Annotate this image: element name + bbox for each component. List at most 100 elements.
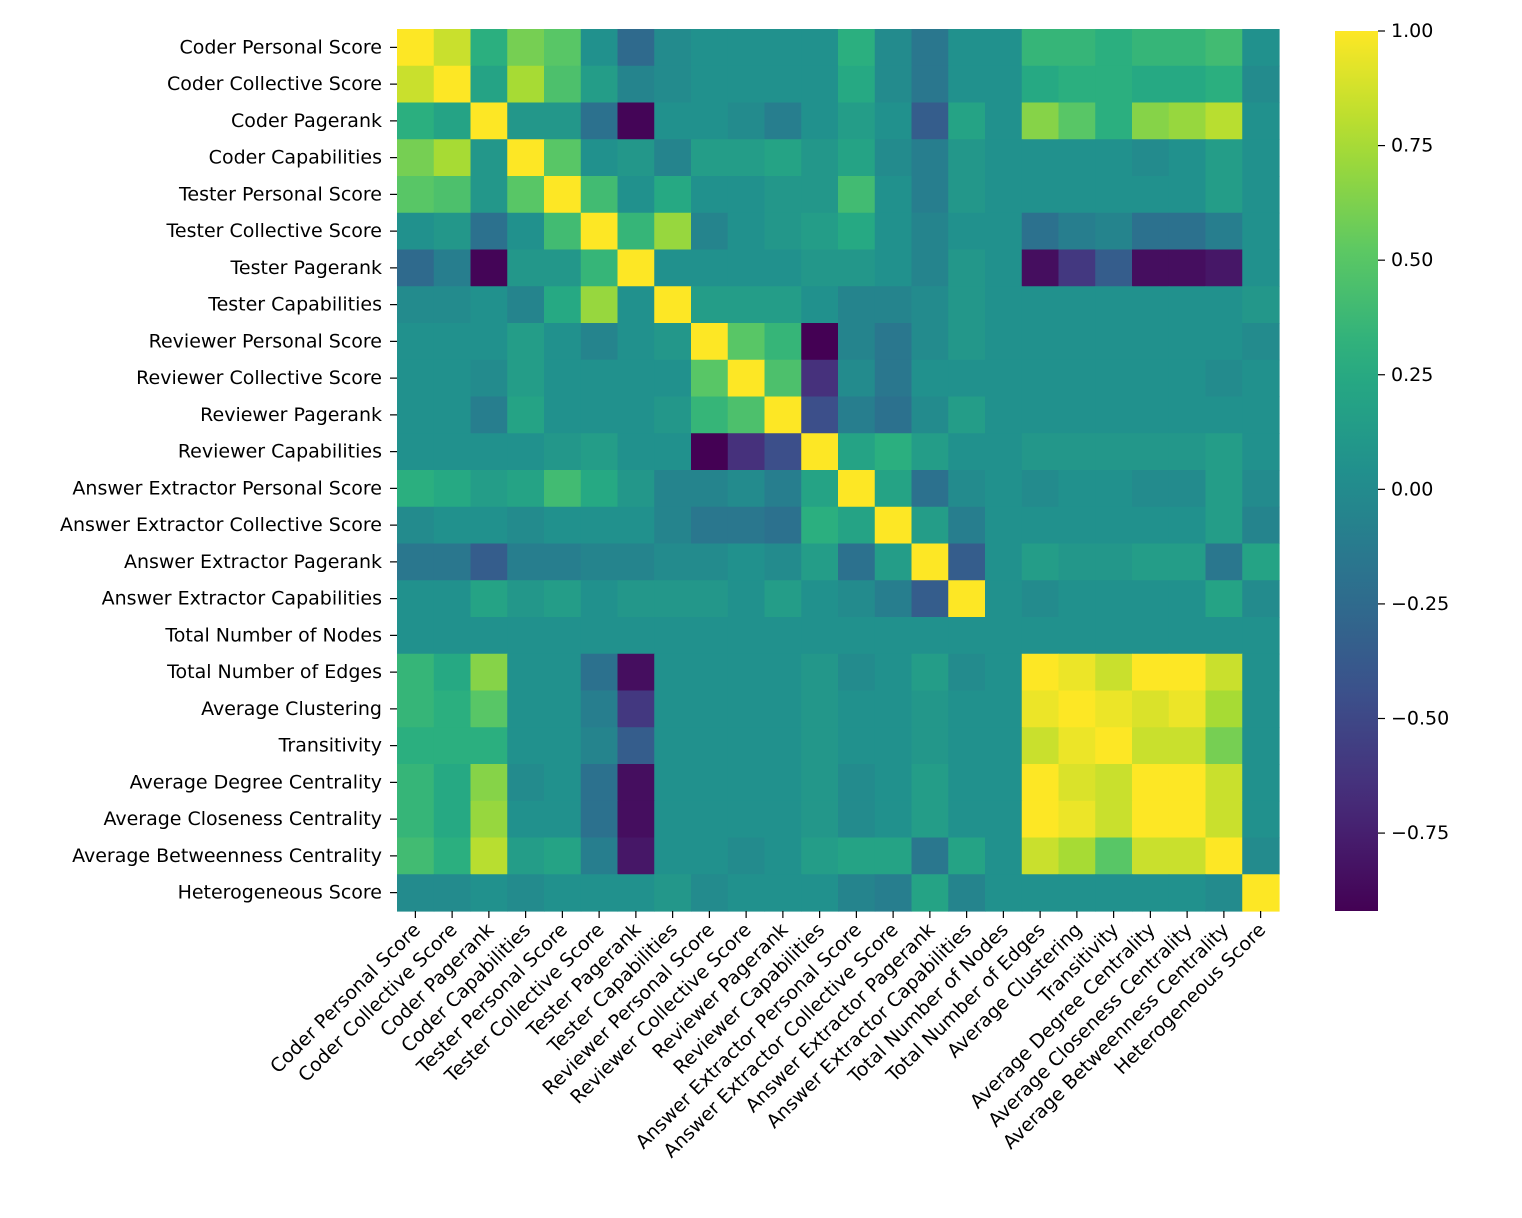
heatmap-cell-r19-c22	[1205, 727, 1243, 765]
heatmap-cell-r8-c22	[1205, 323, 1243, 361]
heatmap-cell-r14-c21	[1168, 543, 1207, 581]
heatmap-cell-r18-c14	[911, 690, 949, 728]
heatmap-cell-r9-c19	[1095, 359, 1133, 398]
heatmap-cell-r2-c22	[1205, 102, 1243, 140]
heatmap-cell-r2-c10	[764, 102, 802, 140]
y-axis-label: Tester Personal Score	[178, 183, 382, 205]
heatmap-cell-r3-c5	[580, 139, 619, 177]
heatmap-cell-r19-c8	[691, 727, 729, 765]
heatmap-cell-r1-c0	[397, 65, 435, 104]
y-axis-label: Reviewer Collective Score	[136, 367, 382, 389]
heatmap-cell-r20-c6	[617, 764, 655, 802]
heatmap-cell-r14-c9	[727, 543, 766, 581]
heatmap-cell-r20-c0	[397, 764, 435, 802]
heatmap-cell-r3-c19	[1095, 139, 1133, 177]
heatmap-cell-r17-c3	[507, 653, 545, 692]
heatmap-cell-r19-c20	[1132, 727, 1170, 765]
heatmap-cell-r16-c12	[838, 617, 876, 655]
heatmap-cell-r16-c10	[764, 617, 802, 655]
heatmap-cell-r23-c9	[727, 874, 766, 912]
heatmap-cell-r17-c16	[985, 653, 1023, 692]
heatmap-cell-r12-c16	[985, 470, 1023, 508]
heatmap-cell-r5-c18	[1058, 212, 1096, 251]
heatmap-cell-r18-c22	[1205, 690, 1243, 728]
heatmap-cell-r1-c14	[911, 65, 949, 104]
heatmap-cell-r23-c18	[1058, 874, 1096, 912]
heatmap-cell-r18-c17	[1021, 690, 1060, 728]
heatmap-cell-r20-c14	[911, 764, 949, 802]
heatmap-cell-r12-c11	[801, 470, 839, 508]
heatmap-cell-r11-c21	[1168, 433, 1207, 471]
heatmap-cell-r3-c15	[948, 139, 986, 177]
colorbar-tick-label: 0.00	[1391, 478, 1433, 500]
heatmap-cell-r23-c21	[1168, 874, 1207, 912]
heatmap-cell-r5-c15	[948, 212, 986, 251]
heatmap-cell-r9-c5	[580, 359, 619, 398]
heatmap-cell-r18-c6	[617, 690, 655, 728]
heatmap-cell-r22-c15	[948, 837, 986, 875]
y-axis-label: Tester Capabilities	[207, 294, 382, 316]
heatmap-cell-r7-c19	[1095, 286, 1133, 324]
heatmap-cell-r1-c12	[838, 65, 876, 104]
heatmap-cell-r9-c15	[948, 359, 986, 398]
heatmap-cell-r5-c22	[1205, 212, 1243, 251]
heatmap-cell-r10-c21	[1168, 396, 1207, 434]
colorbar-tick-label: 0.50	[1391, 249, 1433, 271]
heatmap-cell-r14-c5	[580, 543, 619, 581]
y-axis-label: Average Betweenness Centrality	[72, 845, 382, 867]
colorbar-tick-label: −0.75	[1391, 822, 1449, 844]
heatmap-cell-r20-c12	[838, 764, 876, 802]
heatmap-cell-r0-c10	[764, 29, 802, 67]
heatmap-cell-r18-c7	[654, 690, 692, 728]
heatmap-cell-r12-c3	[507, 470, 545, 508]
heatmap-cell-r15-c14	[911, 580, 949, 618]
heatmap-cell-r21-c23	[1242, 800, 1280, 839]
y-axis-label: Answer Extractor Pagerank	[124, 551, 382, 573]
heatmap-cell-r17-c22	[1205, 653, 1243, 692]
heatmap-cell-r3-c2	[470, 139, 508, 177]
heatmap-cell-r20-c3	[507, 764, 545, 802]
heatmap-cell-r20-c10	[764, 764, 802, 802]
heatmap-cell-r13-c6	[617, 506, 655, 545]
heatmap-cell-r23-c7	[654, 874, 692, 912]
heatmap-cell-r1-c20	[1132, 65, 1170, 104]
heatmap-cell-r13-c8	[691, 506, 729, 545]
heatmap-cell-r1-c4	[544, 65, 582, 104]
heatmap-cell-r11-c8	[691, 433, 729, 471]
heatmap-cell-r20-c9	[727, 764, 766, 802]
heatmap-cell-r3-c16	[985, 139, 1023, 177]
y-axis-label: Total Number of Nodes	[164, 624, 382, 646]
heatmap-cell-r2-c16	[985, 102, 1023, 140]
heatmap-cell-r17-c7	[654, 653, 692, 692]
heatmap-cell-r20-c20	[1132, 764, 1170, 802]
heatmap-cell-r16-c17	[1021, 617, 1060, 655]
heatmap-cell-r16-c18	[1058, 617, 1096, 655]
y-axis-label: Average Clustering	[201, 698, 382, 720]
heatmap-cell-r14-c6	[617, 543, 655, 581]
heatmap-cell-r20-c8	[691, 764, 729, 802]
heatmap-cell-r15-c6	[617, 580, 655, 618]
heatmap-cell-r21-c9	[727, 800, 766, 839]
heatmap-cell-r10-c20	[1132, 396, 1170, 434]
heatmap-cell-r7-c1	[433, 286, 472, 324]
y-axis-label: Transitivity	[278, 735, 382, 757]
heatmap-cell-r17-c8	[691, 653, 729, 692]
heatmap-cell-r10-c13	[874, 396, 913, 434]
heatmap-cell-r0-c8	[691, 29, 729, 67]
heatmap-cell-r1-c2	[470, 65, 508, 104]
heatmap-cell-r14-c17	[1021, 543, 1060, 581]
heatmap-cell-r6-c13	[874, 249, 913, 287]
heatmap-cell-r12-c7	[654, 470, 692, 508]
heatmap-cell-r20-c17	[1021, 764, 1060, 802]
heatmap-cell-r7-c12	[838, 286, 876, 324]
heatmap-cell-r8-c20	[1132, 323, 1170, 361]
heatmap-cell-r4-c14	[911, 176, 949, 214]
heatmap-cell-r5-c19	[1095, 212, 1133, 251]
colorbar-tick-label: −0.50	[1391, 708, 1449, 730]
heatmap-cell-r10-c15	[948, 396, 986, 434]
heatmap-cell-r8-c9	[727, 323, 766, 361]
heatmap-cell-r13-c11	[801, 506, 839, 545]
heatmap-cell-r5-c6	[617, 212, 655, 251]
heatmap-cell-r6-c17	[1021, 249, 1060, 287]
